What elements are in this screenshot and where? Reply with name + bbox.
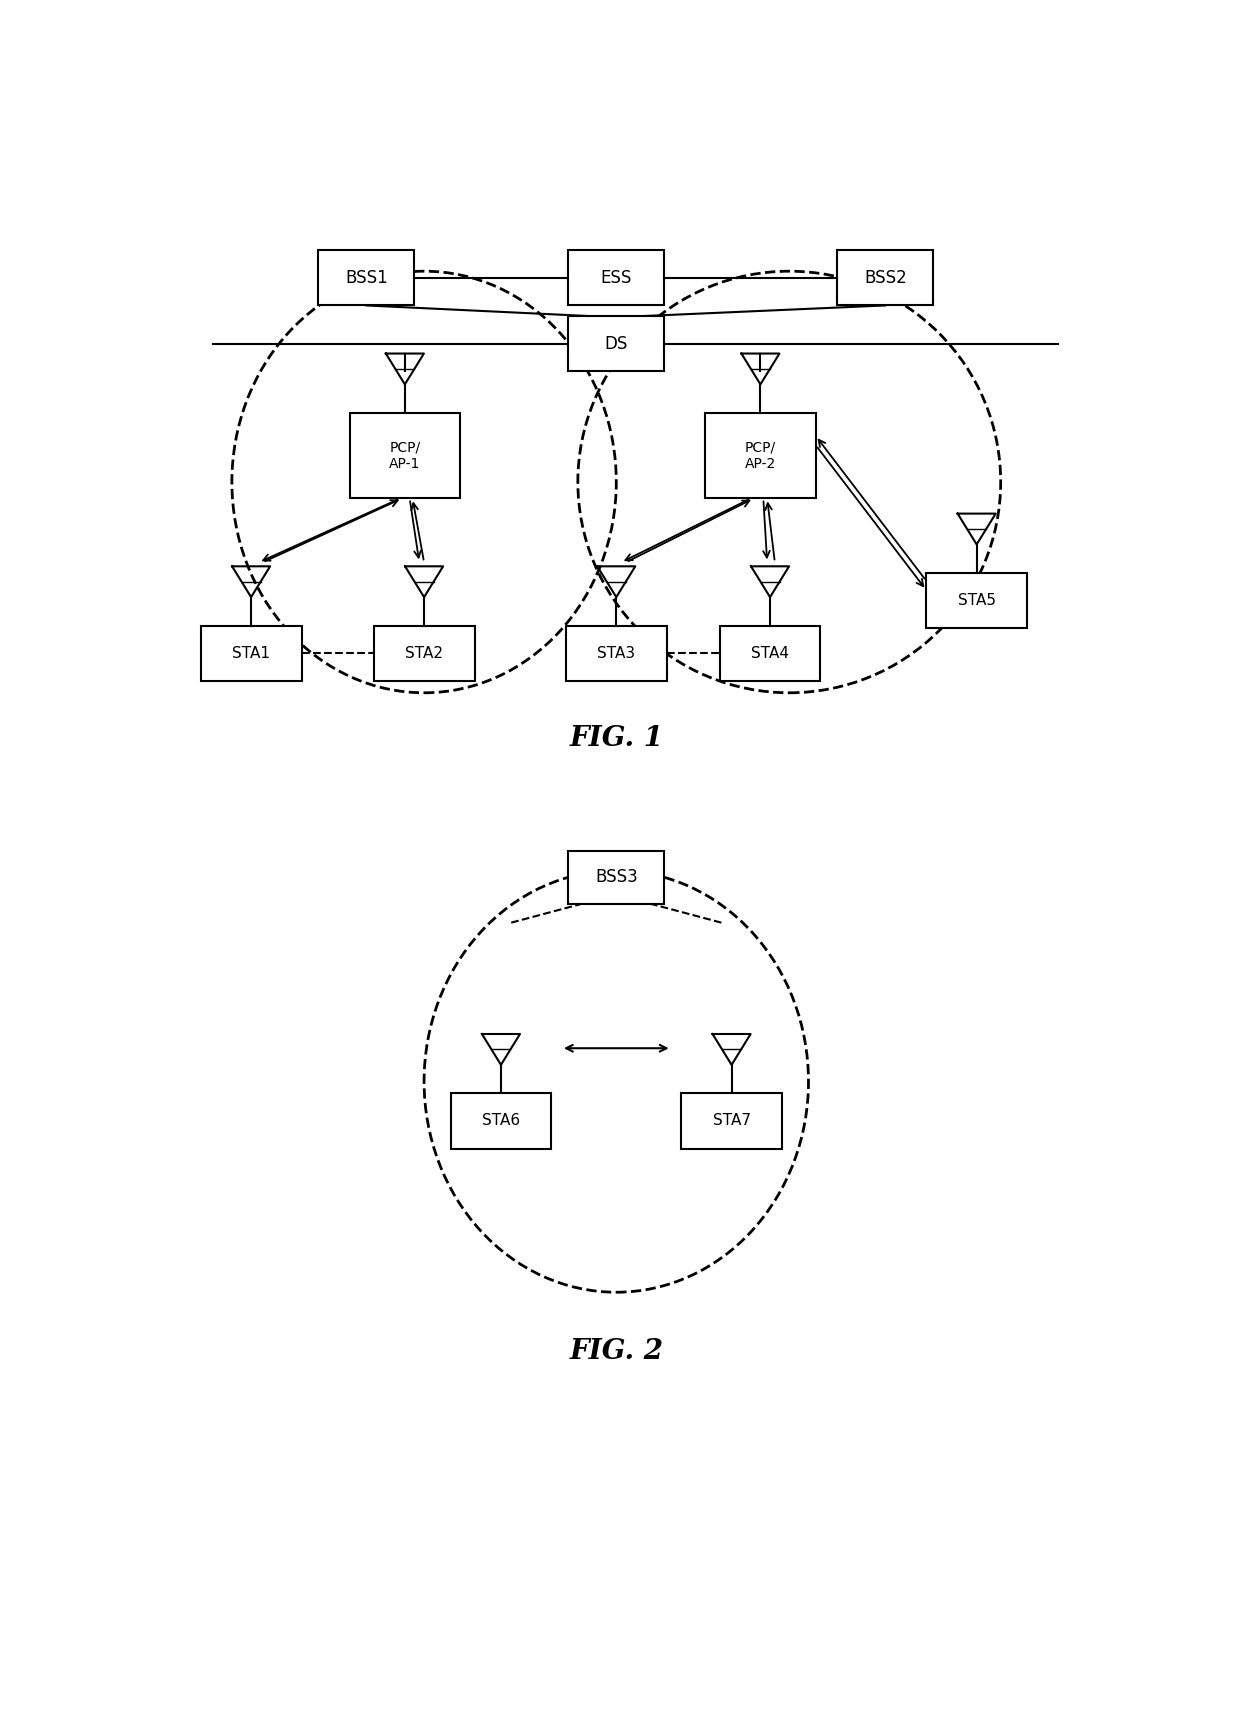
Text: STA3: STA3 bbox=[598, 645, 635, 660]
Text: BSS2: BSS2 bbox=[864, 269, 906, 287]
Text: FIG. 2: FIG. 2 bbox=[569, 1338, 663, 1365]
Text: STA7: STA7 bbox=[713, 1114, 750, 1129]
FancyBboxPatch shape bbox=[373, 626, 475, 681]
Text: PCP/
AP-2: PCP/ AP-2 bbox=[745, 440, 776, 471]
Text: STA5: STA5 bbox=[957, 594, 996, 607]
FancyBboxPatch shape bbox=[450, 1093, 552, 1148]
FancyBboxPatch shape bbox=[837, 250, 934, 306]
FancyBboxPatch shape bbox=[568, 317, 665, 371]
Text: BSS1: BSS1 bbox=[345, 269, 388, 287]
FancyBboxPatch shape bbox=[568, 250, 665, 306]
Text: PCP/
AP-1: PCP/ AP-1 bbox=[389, 440, 420, 471]
FancyBboxPatch shape bbox=[568, 850, 665, 903]
Text: STA2: STA2 bbox=[405, 645, 443, 660]
FancyBboxPatch shape bbox=[719, 626, 821, 681]
FancyBboxPatch shape bbox=[319, 250, 414, 306]
Text: ESS: ESS bbox=[600, 269, 632, 287]
FancyBboxPatch shape bbox=[201, 626, 301, 681]
Text: DS: DS bbox=[605, 335, 627, 352]
Text: STA6: STA6 bbox=[482, 1114, 520, 1129]
FancyBboxPatch shape bbox=[681, 1093, 782, 1148]
FancyBboxPatch shape bbox=[926, 573, 1027, 628]
Text: STA4: STA4 bbox=[751, 645, 789, 660]
FancyBboxPatch shape bbox=[706, 412, 816, 498]
Text: STA1: STA1 bbox=[232, 645, 270, 660]
Text: BSS3: BSS3 bbox=[595, 867, 637, 886]
Text: FIG. 1: FIG. 1 bbox=[569, 725, 663, 753]
FancyBboxPatch shape bbox=[565, 626, 667, 681]
FancyBboxPatch shape bbox=[350, 412, 460, 498]
